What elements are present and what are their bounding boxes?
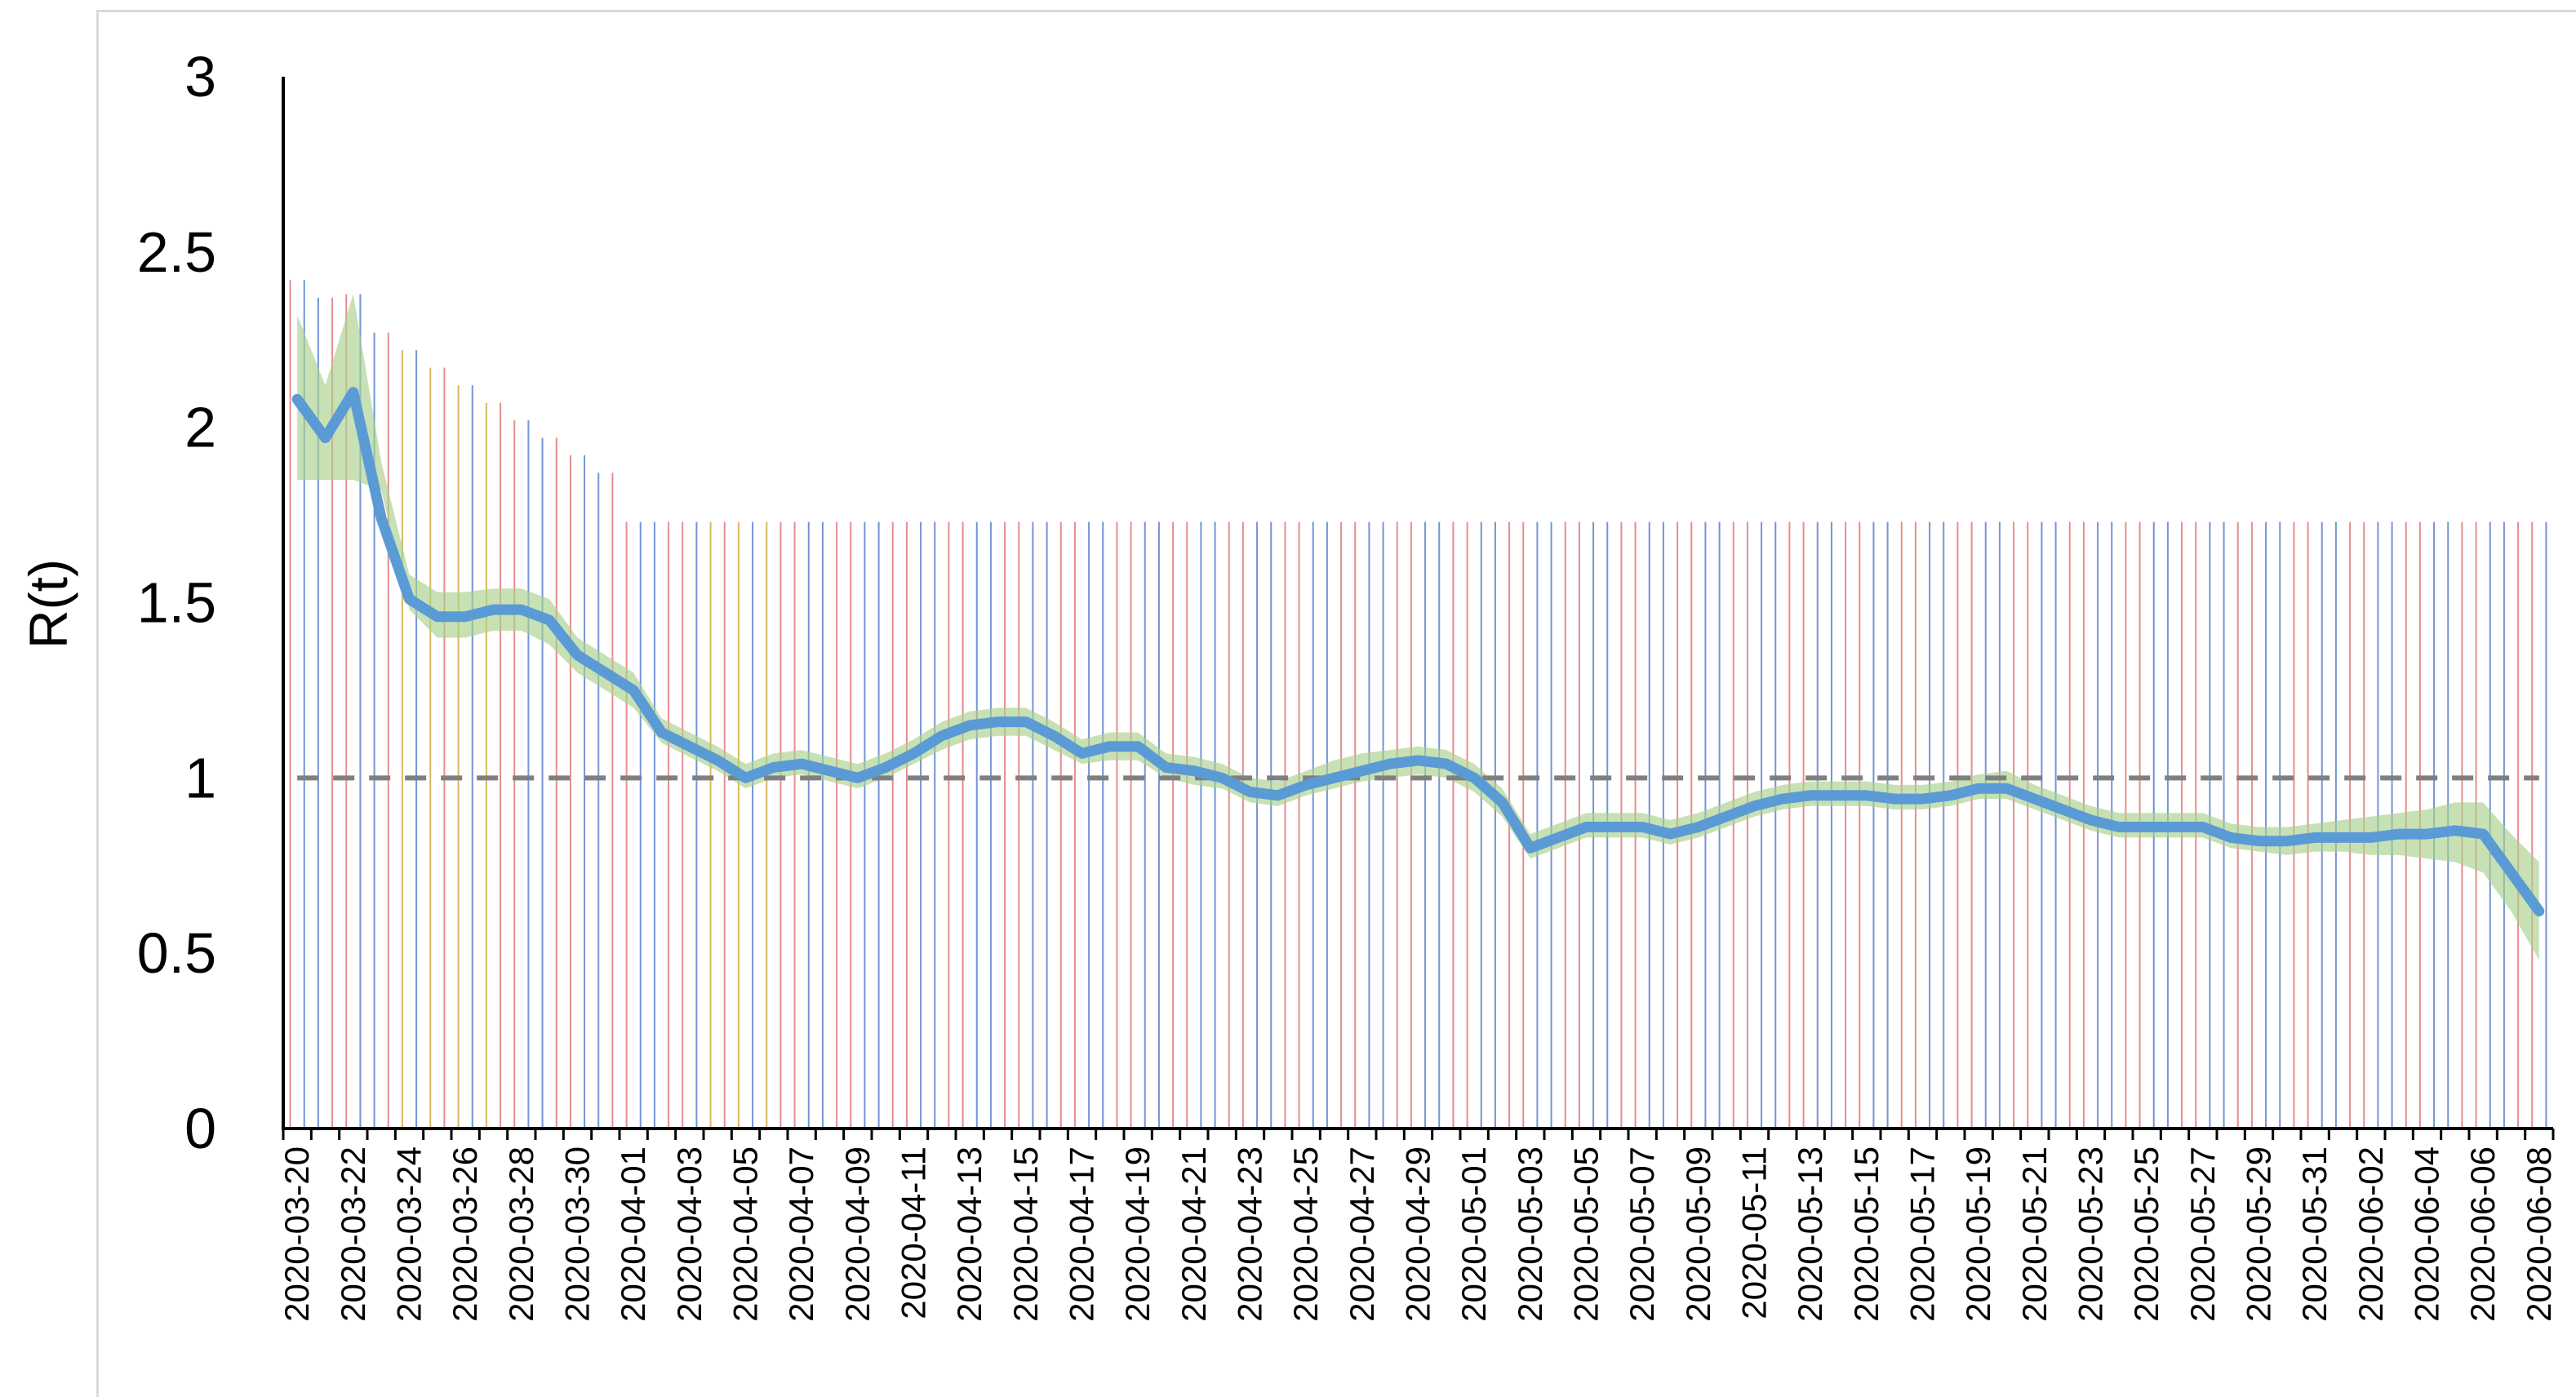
x-tick-label: 2020-06-04 [2408,1146,2446,1322]
x-tick-label: 2020-05-05 [1567,1146,1606,1322]
x-tick-label: 2020-06-06 [2463,1146,2502,1322]
confidence-band-area [297,294,2539,960]
x-tick-label: 2020-05-07 [1623,1146,1661,1322]
axes [282,77,2555,1140]
x-tick-label: 2020-04-21 [1175,1146,1213,1322]
x-tick-label: 2020-05-21 [2015,1146,2054,1322]
x-tick-label: 2020-04-17 [1063,1146,1101,1322]
x-axis-tick-labels: 2020-03-20 2020-03-22 2020-03-24 2020-03-26… [278,1146,2558,1322]
x-tick-label: 2020-05-13 [1791,1146,1829,1322]
confidence-band [297,294,2539,960]
rt-line [291,387,2545,917]
x-tick-label: 2020-03-30 [558,1146,597,1322]
y-tick-label: 1.5 [137,571,216,635]
x-tick-label: 2020-03-28 [502,1146,540,1322]
x-tick-label: 2020-04-15 [1006,1146,1045,1322]
x-tick-label: 2020-06-08 [2520,1146,2558,1322]
x-tick-label: 2020-05-29 [2240,1146,2278,1322]
chart-frame [96,10,2576,1397]
x-tick-label: 2020-05-23 [2072,1146,2110,1322]
x-tick-label: 2020-05-31 [2295,1146,2334,1322]
x-tick-label: 2020-05-03 [1511,1146,1549,1322]
x-tick-label: 2020-04-25 [1286,1146,1325,1322]
x-tick-label: 2020-04-07 [782,1146,820,1322]
x-tick-label: 2020-05-19 [1959,1146,1997,1322]
x-tick-label: 2020-05-27 [2183,1146,2222,1322]
x-tick-label: 2020-04-27 [1343,1146,1381,1322]
x-tick-label: 2020-04-05 [726,1146,765,1322]
x-tick-label: 2020-03-22 [334,1146,372,1322]
x-tick-label: 2020-05-01 [1455,1146,1493,1322]
rt-series [291,387,2545,917]
x-tick-label: 2020-05-15 [1847,1146,1885,1322]
x-tick-label: 2020-04-03 [670,1146,708,1322]
x-tick-label: 2020-06-02 [2352,1146,2390,1322]
x-tick-label: 2020-05-11 [1735,1146,1774,1319]
x-tick-label: 2020-04-23 [1231,1146,1269,1322]
x-tick-label: 2020-04-01 [614,1146,652,1322]
x-tick-label: 2020-03-20 [278,1146,316,1322]
x-tick-label: 2020-05-25 [2127,1146,2165,1322]
y-tick-label: 0.5 [137,921,216,985]
x-tick-label: 2020-03-26 [446,1146,484,1322]
x-tick-label: 2020-04-29 [1399,1146,1437,1322]
y-tick-label: 1 [184,746,216,809]
x-tick-label: 2020-05-09 [1679,1146,1717,1322]
vertical-interval-lines [289,280,2547,1129]
y-tick-label: 2.5 [137,220,216,284]
y-tick-label: 2 [184,396,216,459]
y-axis-tick-labels: 0 0.5 1 1.5 2 2.5 3 [137,45,216,1160]
y-axis-label: R(t) [18,559,78,649]
x-tick-label: 2020-04-09 [838,1146,877,1322]
x-tick-label: 2020-04-11 [895,1146,933,1319]
x-tick-label: 2020-04-19 [1118,1146,1157,1322]
x-tick-label: 2020-03-24 [390,1146,429,1322]
y-tick-label: 0 [184,1097,216,1160]
x-tick-label: 2020-05-17 [1903,1146,1942,1322]
y-tick-label: 3 [184,45,216,109]
x-tick-label: 2020-04-13 [950,1146,988,1322]
